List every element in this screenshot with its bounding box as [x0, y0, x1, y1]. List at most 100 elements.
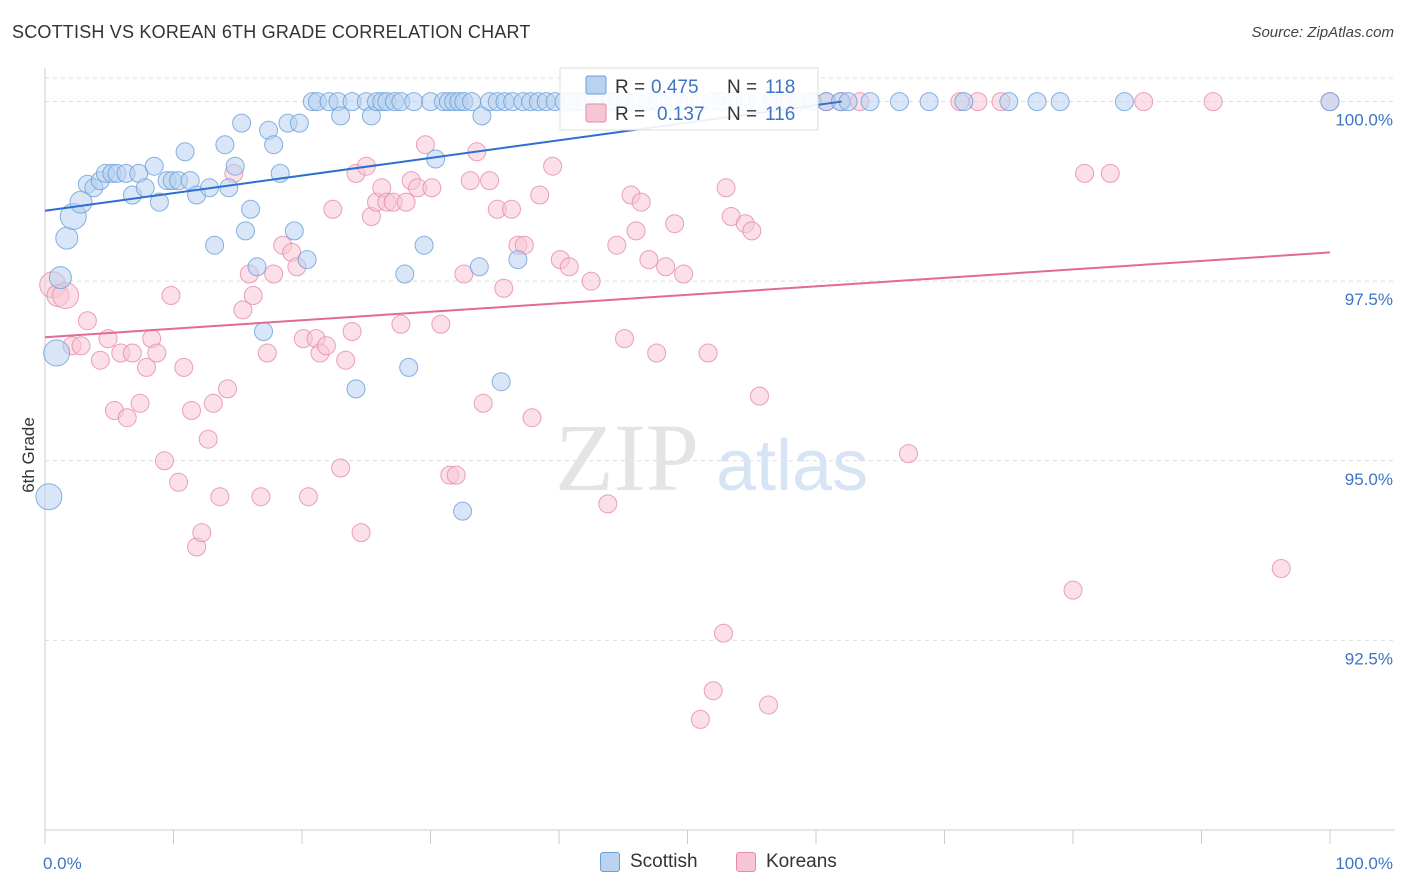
- point-koreans: [351, 523, 371, 543]
- point-koreans: [233, 300, 253, 320]
- y-tick-label: 100.0%: [1335, 111, 1393, 130]
- point-koreans: [391, 314, 411, 334]
- point-koreans: [122, 343, 142, 363]
- point-scottish: [264, 135, 284, 155]
- point-koreans: [690, 709, 710, 729]
- legend-label-scottish: Scottish: [630, 851, 698, 872]
- point-scottish: [919, 92, 939, 112]
- point-scottish: [48, 266, 72, 290]
- point-koreans: [342, 322, 362, 341]
- point-scottish: [469, 257, 489, 277]
- point-scottish: [1114, 92, 1134, 112]
- point-koreans: [759, 695, 778, 715]
- axes: [44, 68, 1395, 844]
- point-koreans: [431, 314, 451, 334]
- legend-swatch-scottish-bottom: [600, 852, 620, 872]
- point-scottish: [346, 379, 366, 399]
- point-koreans: [203, 393, 223, 413]
- legend-swatch-scottish: [585, 75, 607, 95]
- point-scottish: [219, 178, 239, 198]
- point-koreans: [598, 494, 618, 514]
- chart-title: SCOTTISH VS KOREAN 6TH GRADE CORRELATION…: [12, 22, 531, 42]
- point-scottish: [241, 199, 261, 219]
- point-scottish: [1320, 92, 1340, 112]
- point-scottish: [999, 92, 1019, 112]
- legend-r-value-scottish: 0.475: [651, 77, 699, 98]
- point-scottish: [215, 135, 235, 155]
- point-koreans: [656, 257, 676, 277]
- x-tick-label: 100.0%: [1335, 854, 1393, 873]
- point-scottish: [890, 92, 909, 112]
- legend-n-value-scottish: 118: [765, 77, 795, 98]
- point-koreans: [77, 311, 97, 331]
- point-scottish: [1050, 92, 1070, 112]
- point-koreans: [147, 343, 167, 363]
- point-scottish: [838, 92, 858, 112]
- point-scottish: [35, 483, 63, 511]
- point-koreans: [218, 379, 237, 399]
- point-koreans: [1075, 163, 1095, 183]
- point-koreans: [607, 235, 627, 255]
- gridlines: [45, 77, 1395, 641]
- point-scottish: [331, 106, 351, 126]
- point-scottish: [954, 92, 974, 112]
- point-scottish: [236, 221, 255, 241]
- point-koreans: [422, 178, 442, 198]
- trend-line-koreans: [44, 251, 1331, 339]
- series-koreans-points: [39, 92, 1340, 729]
- point-scottish: [289, 113, 309, 133]
- point-koreans: [714, 623, 733, 643]
- y-axis-label: 6th Grade: [19, 417, 38, 493]
- point-koreans: [1271, 559, 1291, 578]
- legend-n-label-koreans: N =: [727, 104, 757, 125]
- point-koreans: [336, 350, 356, 370]
- point-scottish: [860, 92, 880, 112]
- point-koreans: [530, 185, 550, 205]
- legend-r-label-koreans: R =: [615, 104, 645, 125]
- point-koreans: [502, 199, 521, 219]
- point-koreans: [631, 192, 651, 212]
- point-scottish: [399, 357, 419, 377]
- point-koreans: [137, 357, 156, 377]
- point-scottish: [414, 235, 434, 255]
- point-koreans: [1134, 92, 1154, 112]
- point-koreans: [698, 343, 718, 363]
- legend-n-value-koreans: 116: [765, 104, 795, 125]
- point-koreans: [750, 386, 769, 406]
- point-koreans: [716, 178, 736, 198]
- point-koreans: [264, 264, 284, 284]
- tick-labels: 100.0% 97.5% 95.0% 92.5% 0.0% 100.0%: [43, 111, 1393, 873]
- point-scottish: [135, 178, 155, 198]
- point-koreans: [316, 336, 336, 356]
- point-koreans: [90, 350, 110, 370]
- point-koreans: [71, 336, 91, 356]
- point-koreans: [615, 329, 634, 349]
- point-koreans: [257, 343, 277, 363]
- legend-item-koreans[interactable]: Koreans: [736, 851, 837, 873]
- point-scottish: [395, 264, 415, 284]
- point-scottish: [508, 250, 528, 270]
- point-koreans: [298, 487, 318, 507]
- point-koreans: [161, 286, 181, 305]
- point-scottish: [491, 372, 511, 392]
- point-scottish: [175, 142, 195, 162]
- point-koreans: [639, 250, 659, 270]
- point-koreans: [522, 408, 542, 428]
- legend-swatch-koreans-bottom: [736, 852, 756, 872]
- legend-swatch-koreans: [585, 103, 607, 123]
- point-koreans: [415, 135, 435, 155]
- point-koreans: [543, 156, 563, 176]
- point-koreans: [155, 451, 174, 471]
- point-koreans: [169, 472, 189, 492]
- legend-label-koreans: Koreans: [766, 851, 837, 872]
- point-koreans: [331, 458, 351, 478]
- point-koreans: [396, 192, 416, 212]
- point-koreans: [473, 393, 493, 413]
- point-scottish: [284, 221, 304, 241]
- legend-item-scottish[interactable]: Scottish: [600, 851, 698, 873]
- point-scottish: [247, 257, 267, 277]
- point-scottish: [225, 156, 245, 176]
- watermark-atlas: atlas: [716, 426, 868, 506]
- x-tick-label: 0.0%: [43, 854, 82, 873]
